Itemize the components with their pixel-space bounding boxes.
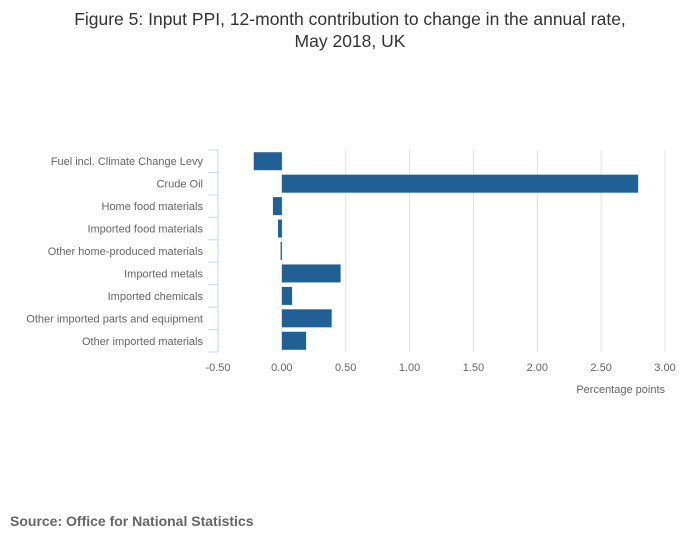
category-label: Crude Oil	[157, 179, 203, 191]
x-tick-label: 0.50	[335, 362, 356, 374]
category-label: Other home-produced materials	[48, 246, 204, 258]
x-tick-label: 3.00	[654, 362, 675, 374]
bar	[281, 264, 341, 283]
category-label: Imported food materials	[87, 224, 203, 236]
bar	[281, 174, 639, 193]
category-label: Other imported materials	[82, 336, 204, 348]
bar	[278, 219, 282, 238]
bar	[281, 286, 293, 305]
bar	[280, 242, 282, 260]
x-tick-label: 2.50	[590, 362, 611, 374]
category-label: Home food materials	[102, 201, 204, 213]
x-tick-label: 0.00	[271, 362, 292, 374]
bar	[281, 331, 307, 350]
category-label: Other imported parts and equipment	[26, 313, 203, 325]
category-label: Fuel incl. Climate Change Levy	[51, 156, 204, 168]
bar	[253, 152, 282, 171]
x-tick-label: 1.00	[399, 362, 420, 374]
bar	[272, 197, 282, 216]
x-tick-label: -0.50	[205, 362, 230, 374]
title-line-2: May 2018, UK	[294, 31, 406, 51]
x-tick-label: 2.00	[527, 362, 548, 374]
source-note: Source: Office for National Statistics	[10, 513, 254, 529]
bar	[281, 309, 332, 328]
x-axis-label: Percentage points	[576, 384, 665, 396]
category-label: Imported chemicals	[108, 291, 204, 303]
category-label: Imported metals	[124, 268, 203, 280]
x-tick-label: 1.50	[463, 362, 484, 374]
chart-title: Figure 5: Input PPI, 12-month contributi…	[0, 8, 700, 52]
title-line-1: Figure 5: Input PPI, 12-month contributi…	[74, 9, 626, 29]
